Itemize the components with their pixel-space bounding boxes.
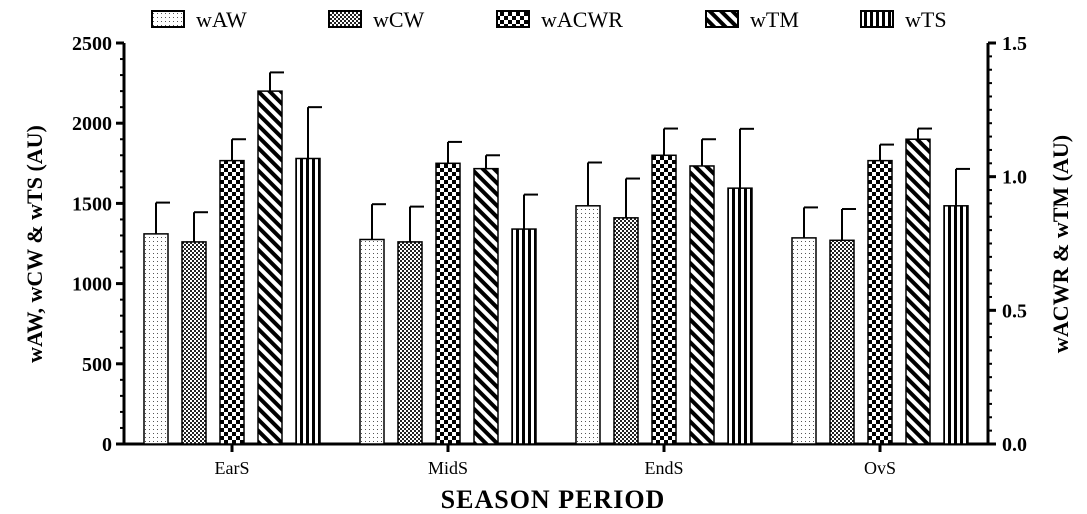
- legend-swatch-wAW: [151, 10, 185, 28]
- category-label: EarS: [215, 458, 250, 478]
- x-axis-title: SEASON PERIOD: [441, 485, 666, 514]
- right-tick-label: 0.5: [1002, 300, 1027, 322]
- x-axis: EarS MidS EndS OvS: [124, 442, 988, 478]
- bar-wCW-EarS: [181, 241, 207, 445]
- y-axis-right-title: wACWR & wTM (AU): [1048, 135, 1073, 353]
- y-axis-left-title: wAW, wCW & wTS (AU): [22, 125, 47, 363]
- right-tick-label: 0.0: [1002, 434, 1027, 456]
- legend-swatch-wACWR: [496, 10, 530, 28]
- bar-wTM-EndS: [689, 165, 715, 445]
- category-label: EndS: [644, 458, 683, 478]
- legend-swatch-wTM: [705, 10, 739, 28]
- left-tick-label: 500: [82, 354, 112, 376]
- legend-label-wTM: wTM: [750, 7, 799, 32]
- bar-wTM-EarS: [257, 90, 283, 445]
- bar-wTS-MidS: [511, 228, 537, 445]
- bar-wACWR-EndS: [651, 154, 677, 445]
- right-tick-label: 1.0: [1002, 167, 1027, 189]
- bar-wCW-MidS: [397, 241, 423, 445]
- legend-swatch-wCW: [328, 10, 362, 28]
- bar-wAW-EarS: [143, 233, 169, 445]
- bar-wAW-OvS: [791, 237, 817, 445]
- left-tick-label: 1000: [72, 274, 112, 296]
- left-tick-label: 0: [102, 434, 112, 456]
- category-label: MidS: [428, 458, 468, 478]
- bar-wACWR-MidS: [435, 162, 461, 445]
- left-tick-label: 2000: [72, 113, 112, 135]
- bar-wTM-MidS: [473, 167, 499, 445]
- left-tick-label: 1500: [72, 193, 112, 215]
- right-tick-label: 1.5: [1002, 33, 1027, 55]
- bar-wCW-EndS: [613, 217, 639, 445]
- legend-label-wTS: wTS: [905, 7, 947, 32]
- right-y-axis: 0.0 0.5 1.0 1.5: [986, 33, 1027, 456]
- bar-wTS-EarS: [295, 157, 321, 445]
- bar-wTS-EndS: [727, 187, 753, 445]
- bar-wACWR-OvS: [867, 159, 893, 445]
- legend-swatch-wTS: [860, 10, 894, 28]
- legend-label-wCW: wCW: [373, 7, 425, 32]
- bar-wAW-EndS: [575, 205, 601, 445]
- bar-wCW-OvS: [829, 239, 855, 445]
- left-tick-label: 2500: [72, 33, 112, 55]
- legend-label-wACWR: wACWR: [541, 7, 623, 32]
- legend: wAW wCW wACWR wTM wTS: [151, 7, 947, 32]
- category-label: OvS: [864, 458, 896, 478]
- bar-wACWR-EarS: [219, 159, 245, 445]
- bar-wTM-OvS: [905, 138, 931, 445]
- left-y-axis: 0 500 1000 1500 2000 2500: [72, 33, 126, 456]
- bars-group: [143, 71, 970, 445]
- bar-wTS-OvS: [943, 205, 969, 445]
- bar-wAW-MidS: [359, 238, 385, 445]
- legend-label-wAW: wAW: [196, 7, 247, 32]
